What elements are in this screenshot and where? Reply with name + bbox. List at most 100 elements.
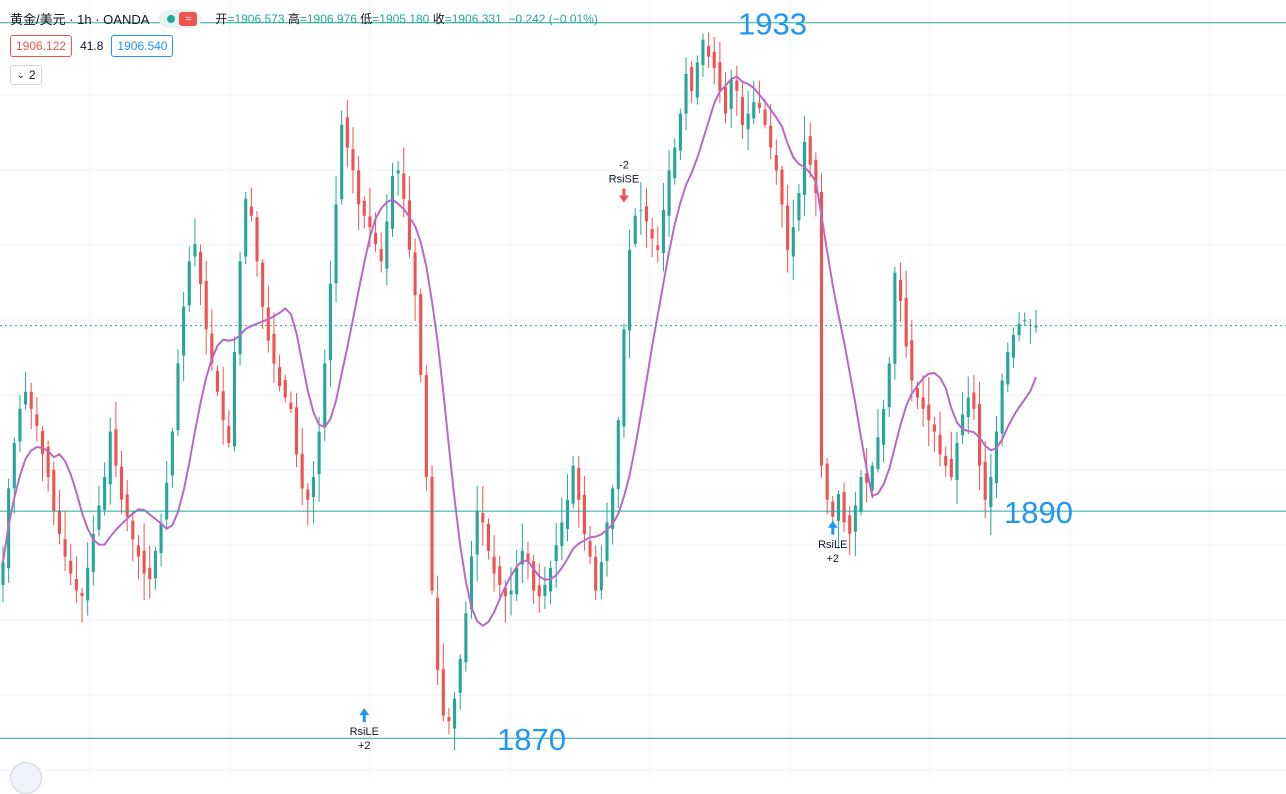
candle-body: [650, 229, 654, 239]
candle-body: [232, 352, 236, 447]
level-label-1933: 1933: [738, 7, 807, 42]
candle-body: [989, 477, 993, 508]
candlestick-series: [1, 32, 1038, 751]
candle-body: [46, 446, 50, 478]
candle-body: [594, 556, 598, 591]
candle-body: [537, 585, 541, 597]
candle-body: [419, 294, 423, 375]
candle-body: [966, 397, 970, 418]
candle-body: [210, 333, 214, 364]
candle-body: [385, 221, 389, 269]
chevron-down-icon: ⌄: [16, 69, 25, 81]
candle-body: [35, 414, 39, 426]
candle-body: [656, 245, 660, 250]
candle-body: [859, 477, 863, 512]
candle-body: [436, 597, 440, 671]
candle-body: [1034, 325, 1038, 328]
candle-body: [148, 567, 152, 580]
candle-body: [763, 109, 767, 125]
candle-body: [103, 477, 107, 510]
candle-body: [780, 169, 784, 205]
candle-body: [357, 170, 361, 205]
candle-body: [131, 520, 135, 540]
symbol-label[interactable]: 黄金/美元 · 1h · OANDA: [10, 12, 150, 27]
candle-body: [379, 248, 383, 262]
candle-body: [453, 698, 457, 729]
candle-body: [695, 62, 699, 98]
legend-header: 黄金/美元 · 1h · OANDA ≈ 开=1906.573 高=1906.9…: [10, 9, 598, 28]
candle-body: [486, 523, 491, 551]
candle-body: [898, 280, 903, 301]
candle-body: [114, 429, 118, 466]
candle-body: [532, 561, 536, 591]
high-label: 高: [287, 12, 300, 26]
candle-body: [565, 499, 570, 530]
candle-body: [441, 669, 445, 716]
candle-body: [752, 102, 756, 119]
close-value: =1906.331: [444, 12, 502, 26]
candle-body: [769, 125, 773, 148]
candle-body: [791, 227, 795, 257]
status-pill[interactable]: ≈: [159, 9, 202, 28]
wave-icon: ≈: [179, 11, 198, 26]
indicators-toggle-button[interactable]: ⌄ 2: [10, 65, 42, 85]
candle-body: [842, 492, 846, 523]
candle-body: [119, 466, 124, 500]
candle-body: [266, 307, 270, 341]
candle-body: [238, 261, 242, 355]
candle-body: [678, 113, 682, 151]
candle-body: [29, 391, 33, 409]
candle-body: [1023, 320, 1027, 322]
horizontal-levels: 1933 1890 1870: [0, 7, 1286, 757]
candle-body: [972, 392, 976, 409]
candle-body: [1017, 323, 1021, 336]
candle-body: [91, 533, 95, 573]
live-dot-icon: [167, 14, 176, 23]
candle-body: [644, 206, 649, 222]
candle-body: [944, 456, 948, 466]
candle-body: [458, 658, 462, 693]
candle-body: [735, 80, 739, 91]
candle-body: [153, 550, 157, 579]
candle-body: [611, 488, 615, 529]
candle-body: [215, 370, 220, 392]
candle-body: [351, 149, 355, 171]
strategy-signals: RsiLE +2 RsiSE -2 RsiLE +2: [350, 159, 848, 752]
candle-body: [639, 210, 643, 212]
candle-body: [582, 494, 586, 534]
candle-body: [622, 329, 626, 427]
candle-body: [170, 431, 174, 476]
bid-button[interactable]: 1906.122: [10, 35, 73, 57]
candle-body: [317, 431, 321, 475]
long-entry-arrow-icon: [359, 708, 370, 723]
price-chart[interactable]: 1933 1890 1870 RsiLE +2 RsiSE -2 RsiLE +2: [0, 0, 1286, 778]
candle-body: [509, 590, 513, 595]
indicators-count: 2: [28, 68, 36, 82]
candle-body: [729, 79, 733, 110]
candle-body: [52, 469, 56, 512]
candle-body: [628, 249, 632, 331]
candle-body: [1011, 335, 1015, 358]
candle-body: [831, 501, 835, 517]
chart-grid: [0, 0, 1286, 778]
candle-body: [526, 553, 530, 563]
candle-body: [904, 297, 908, 347]
ohlc-values: 开=1906.573 高=1906.976 低=1905.180 收=1906.…: [215, 10, 597, 27]
candle-body: [740, 97, 745, 125]
candle-body: [396, 170, 400, 174]
ask-button[interactable]: 1906.540: [111, 35, 174, 57]
candle-body: [983, 461, 987, 500]
candle-body: [797, 193, 801, 221]
moving-average-line: [2, 75, 1037, 628]
low-value: =1905.180: [372, 12, 430, 26]
candle-body: [554, 545, 558, 562]
candle-body: [893, 272, 897, 364]
candle-body: [1, 562, 5, 585]
candle-body: [244, 198, 248, 257]
candle-body: [673, 147, 677, 179]
candle-body: [69, 560, 73, 574]
candle-body: [870, 465, 874, 491]
short-entry-arrow-icon: [618, 188, 629, 203]
candle-body: [165, 482, 169, 520]
scroll-corner-button[interactable]: [10, 762, 42, 794]
